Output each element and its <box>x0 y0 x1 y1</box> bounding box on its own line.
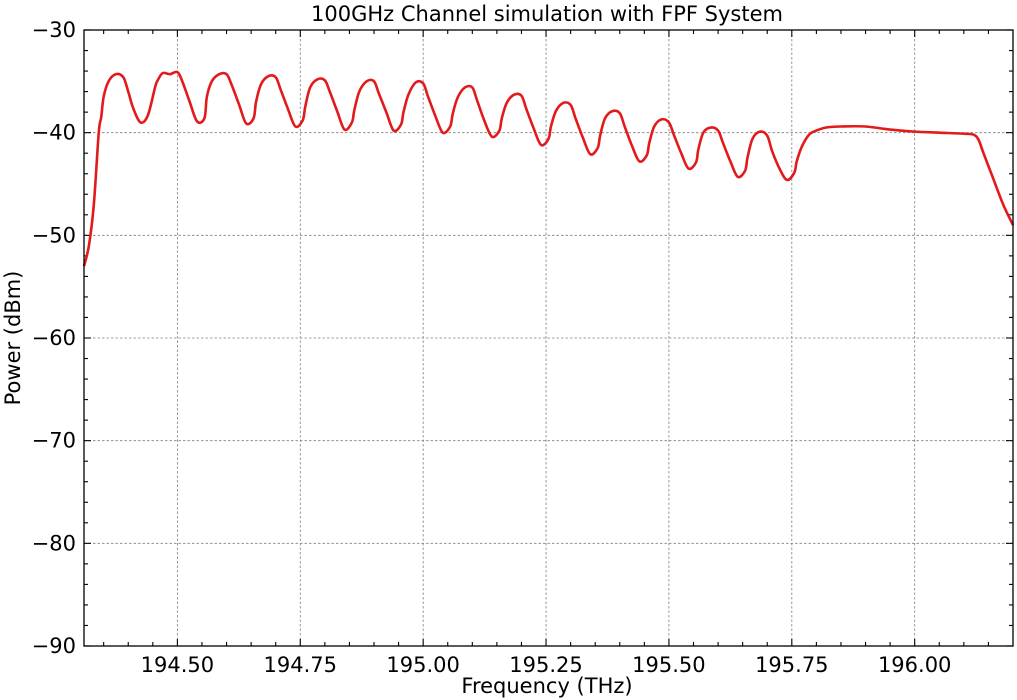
y-tick-label: −50 <box>32 223 76 247</box>
series <box>82 70 1015 267</box>
x-tick-label: 196.00 <box>878 653 951 677</box>
grid <box>84 30 1013 646</box>
x-tick-label: 194.75 <box>264 653 337 677</box>
y-tick-label: −90 <box>32 634 76 658</box>
x-tick-label: 195.75 <box>755 653 828 677</box>
y-tick-label: −40 <box>32 121 76 145</box>
x-tick-label: 195.25 <box>509 653 582 677</box>
series-line <box>82 70 1015 267</box>
ticks <box>84 29 1013 647</box>
y-tick-label: −70 <box>32 429 76 453</box>
tick-labels: 194.50 194.75 195.00 195.25 195.50 195.75 196.… <box>32 18 952 677</box>
y-tick-label: −60 <box>32 326 76 350</box>
x-tick-label: 195.50 <box>632 653 705 677</box>
plot-frame <box>83 29 1014 647</box>
x-axis-label: Frequency (THz) <box>461 674 632 698</box>
chart-title: 100GHz Channel simulation with FPF Syste… <box>311 2 783 26</box>
x-tick-label: 195.00 <box>386 653 459 677</box>
x-tick-label: 194.50 <box>141 653 214 677</box>
y-tick-label: −30 <box>32 18 76 42</box>
y-tick-label: −80 <box>32 531 76 555</box>
y-axis-label: Power (dBm) <box>1 271 25 406</box>
